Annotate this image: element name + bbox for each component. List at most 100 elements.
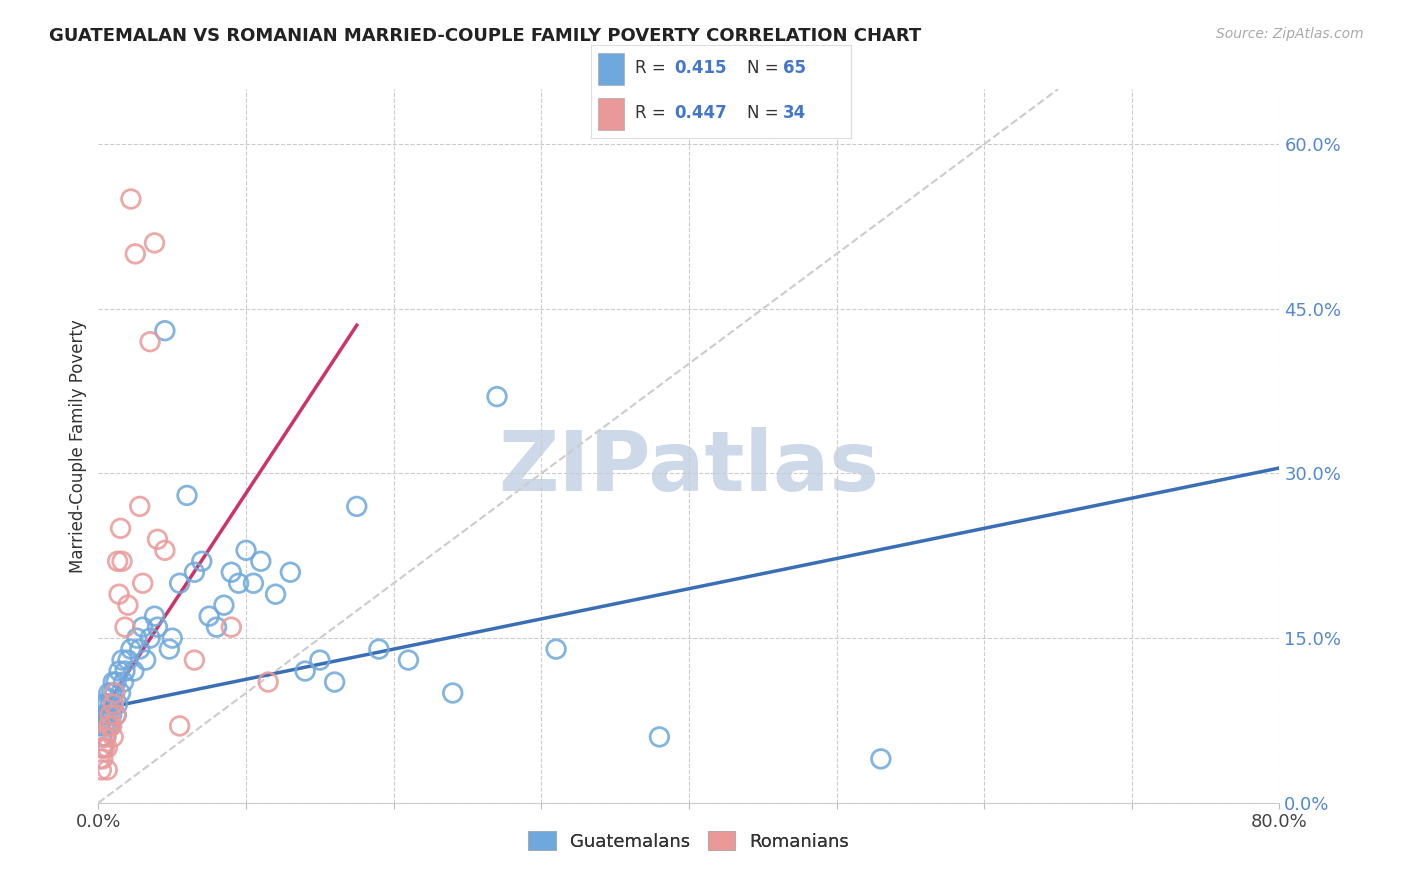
Point — [89, 752, 111, 766]
Point — [90, 763, 112, 777]
Text: Source: ZipAtlas.com: Source: ZipAtlas.com — [1216, 27, 1364, 41]
Point — [257, 675, 280, 690]
Point — [90, 730, 112, 744]
Point — [89, 719, 111, 733]
Point — [93, 740, 115, 755]
Point — [110, 686, 132, 700]
Point — [128, 642, 150, 657]
Point — [103, 675, 125, 690]
Text: ZIPatlas: ZIPatlas — [499, 427, 879, 508]
Point — [169, 576, 191, 591]
Point — [228, 576, 250, 591]
Point — [132, 620, 155, 634]
Point — [153, 324, 176, 338]
Text: R =: R = — [634, 60, 671, 78]
Point — [96, 763, 118, 777]
Text: R =: R = — [634, 104, 671, 122]
Point — [139, 334, 162, 349]
Point — [294, 664, 316, 678]
Point — [176, 488, 198, 502]
Point — [97, 708, 120, 723]
Point — [323, 675, 346, 690]
Point — [870, 752, 893, 766]
Point — [124, 247, 146, 261]
Point — [221, 566, 243, 580]
Point — [112, 675, 135, 690]
Point — [103, 697, 125, 711]
Point — [128, 500, 150, 514]
Point — [100, 686, 122, 700]
Point — [191, 554, 214, 568]
Point — [111, 653, 134, 667]
Point — [250, 554, 273, 568]
Point — [110, 521, 132, 535]
Point — [103, 730, 125, 744]
Y-axis label: Married-Couple Family Poverty: Married-Couple Family Poverty — [69, 319, 87, 573]
Point — [98, 697, 121, 711]
Point — [346, 500, 368, 514]
Point — [546, 642, 568, 657]
Point — [125, 631, 148, 645]
Legend: Guatemalans, Romanians: Guatemalans, Romanians — [522, 824, 856, 858]
Point — [368, 642, 391, 657]
Point — [120, 642, 142, 657]
Point — [94, 730, 117, 744]
Point — [221, 620, 243, 634]
Point — [107, 554, 129, 568]
Point — [93, 730, 115, 744]
Point — [94, 730, 117, 744]
Point — [96, 719, 118, 733]
Point — [96, 740, 118, 755]
Point — [117, 598, 139, 612]
Point — [242, 576, 264, 591]
Point — [183, 653, 205, 667]
Point — [146, 533, 169, 547]
Point — [105, 708, 128, 723]
Point — [169, 719, 191, 733]
Point — [111, 554, 134, 568]
Point — [153, 543, 176, 558]
Point — [280, 566, 302, 580]
Point — [441, 686, 464, 700]
Point — [98, 708, 121, 723]
Point — [105, 675, 128, 690]
Point — [212, 598, 235, 612]
Point — [96, 697, 118, 711]
Point — [120, 192, 142, 206]
Text: 0.447: 0.447 — [673, 104, 727, 122]
Point — [135, 653, 157, 667]
Point — [139, 631, 162, 645]
Text: N =: N = — [747, 104, 783, 122]
Bar — [599, 53, 624, 85]
Text: 34: 34 — [783, 104, 806, 122]
Point — [648, 730, 671, 744]
Point — [235, 543, 257, 558]
Point — [162, 631, 183, 645]
Point — [146, 620, 169, 634]
Point — [309, 653, 332, 667]
Point — [183, 566, 205, 580]
Point — [205, 620, 228, 634]
Bar — [599, 98, 624, 130]
Point — [97, 719, 120, 733]
Point — [117, 653, 139, 667]
Point — [122, 664, 145, 678]
Point — [398, 653, 420, 667]
Point — [143, 609, 166, 624]
Point — [198, 609, 221, 624]
Text: 0.415: 0.415 — [673, 60, 727, 78]
Point — [103, 697, 125, 711]
Point — [143, 235, 166, 250]
Point — [100, 719, 122, 733]
Point — [98, 719, 121, 733]
Text: 65: 65 — [783, 60, 806, 78]
Point — [104, 686, 127, 700]
Point — [107, 697, 129, 711]
Point — [94, 708, 117, 723]
Point — [91, 740, 114, 755]
Point — [486, 390, 509, 404]
Point — [114, 620, 136, 634]
Point — [114, 664, 136, 678]
Point — [105, 708, 128, 723]
Point — [90, 740, 112, 755]
